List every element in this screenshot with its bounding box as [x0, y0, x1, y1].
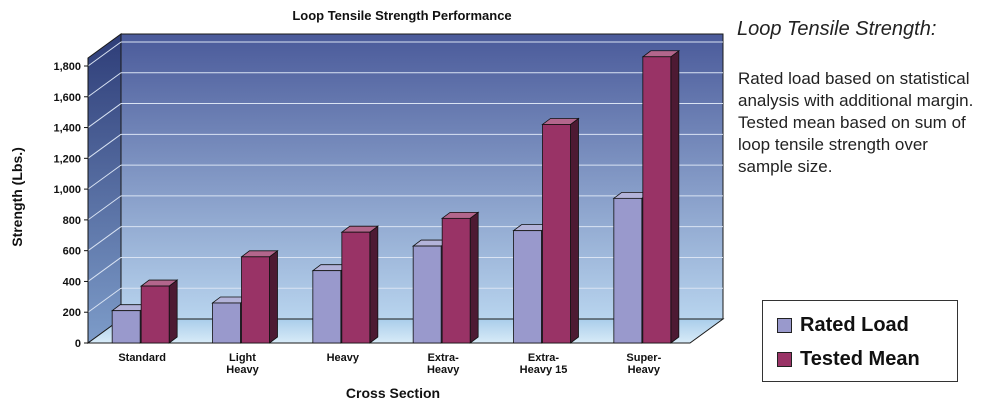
chart-legend: Rated Load Tested Mean	[762, 300, 958, 382]
side-panel-description: Rated load based on statistical analysis…	[738, 69, 974, 176]
bar-tested-mean	[341, 231, 371, 344]
x-tick-label-line: Standard	[118, 352, 166, 364]
x-tick-label: Extra-Heavy	[427, 352, 460, 376]
bar-tested-mean	[140, 285, 170, 344]
bar-side	[269, 250, 278, 344]
x-tick-label-line: Heavy	[628, 364, 661, 376]
bar-tested-mean	[441, 217, 471, 344]
bar-tested-mean	[542, 124, 571, 344]
gridline-side	[87, 133, 122, 159]
y-tick-label: 1,800	[53, 61, 81, 73]
x-tick-label-line: Extra-	[528, 352, 560, 364]
gridline-side	[87, 257, 122, 282]
bar-rated-load	[111, 310, 141, 344]
bar-rated-load	[513, 230, 542, 344]
x-tick-label-line: Light	[229, 352, 256, 364]
legend-item-rated-load: Rated Load	[777, 314, 909, 337]
gridline-side	[87, 41, 122, 67]
bar-side	[469, 211, 479, 344]
chart-side-wall	[87, 33, 122, 344]
legend-item-tested-mean: Tested Mean	[777, 348, 920, 371]
y-tick-label: 1,400	[53, 123, 81, 135]
gridline-side	[87, 287, 122, 313]
bar-side	[570, 117, 579, 344]
side-panel-title: Loop Tensile Strength:	[737, 18, 937, 40]
x-tick-label: Extra-Heavy 15	[520, 352, 568, 376]
gridline-side	[87, 164, 122, 190]
x-tick-label: Light Heavy	[226, 352, 259, 376]
gridline-side	[87, 72, 122, 98]
chart-title: Loop Tensile Strength Performance	[292, 8, 511, 23]
y-tick-label: 800	[63, 215, 81, 227]
gridline-side	[87, 103, 122, 128]
y-axis-label: Strength (Lbs.)	[9, 147, 25, 247]
y-tick-label: 1,200	[53, 153, 81, 165]
x-axis-label: Cross Section	[346, 385, 440, 401]
legend-label-tested-mean: Tested Mean	[800, 348, 920, 370]
gridline-side	[87, 195, 122, 221]
bar-side	[168, 279, 178, 344]
legend-label-rated-load: Rated Load	[800, 314, 909, 336]
y-tick-label: 0	[75, 338, 81, 350]
bar-rated-load	[412, 245, 442, 344]
bar-rated-load	[312, 270, 342, 344]
x-tick-label-line: Heavy	[327, 352, 360, 364]
bar-tested-mean	[241, 256, 270, 344]
x-tick-label-line: Heavy	[427, 364, 460, 376]
gridline-side	[87, 226, 122, 252]
x-tick-label: Super-Heavy	[626, 352, 661, 376]
x-tick-label-line: Super-	[626, 352, 661, 364]
legend-swatch-rated-load	[777, 318, 792, 333]
legend-swatch-tested-mean	[777, 352, 792, 367]
bar-tested-mean	[642, 56, 672, 344]
y-tick-label: 200	[63, 307, 81, 319]
bar-rated-load	[212, 302, 241, 344]
bar-side	[670, 49, 680, 344]
x-tick-label-line: Heavy	[226, 364, 259, 376]
bar-chart: Loop Tensile Strength Performance 0 200 40…	[9, 8, 725, 401]
y-tick-label: 400	[63, 276, 81, 288]
bar-side	[369, 225, 379, 344]
x-tick-label: Heavy	[327, 352, 360, 364]
x-tick-label: Standard	[118, 352, 166, 364]
y-tick-label: 600	[63, 246, 81, 258]
x-tick-label-line: Extra-	[428, 352, 460, 364]
y-tick-label: 1,000	[53, 184, 81, 196]
plot-area: 0 200 400 600 800 1,000 1,200 1,400 1,600 1,800 St…	[53, 33, 725, 376]
bar-rated-load	[613, 197, 643, 344]
x-tick-label-line: Heavy 15	[520, 364, 568, 376]
y-tick-label: 1,600	[53, 92, 81, 104]
